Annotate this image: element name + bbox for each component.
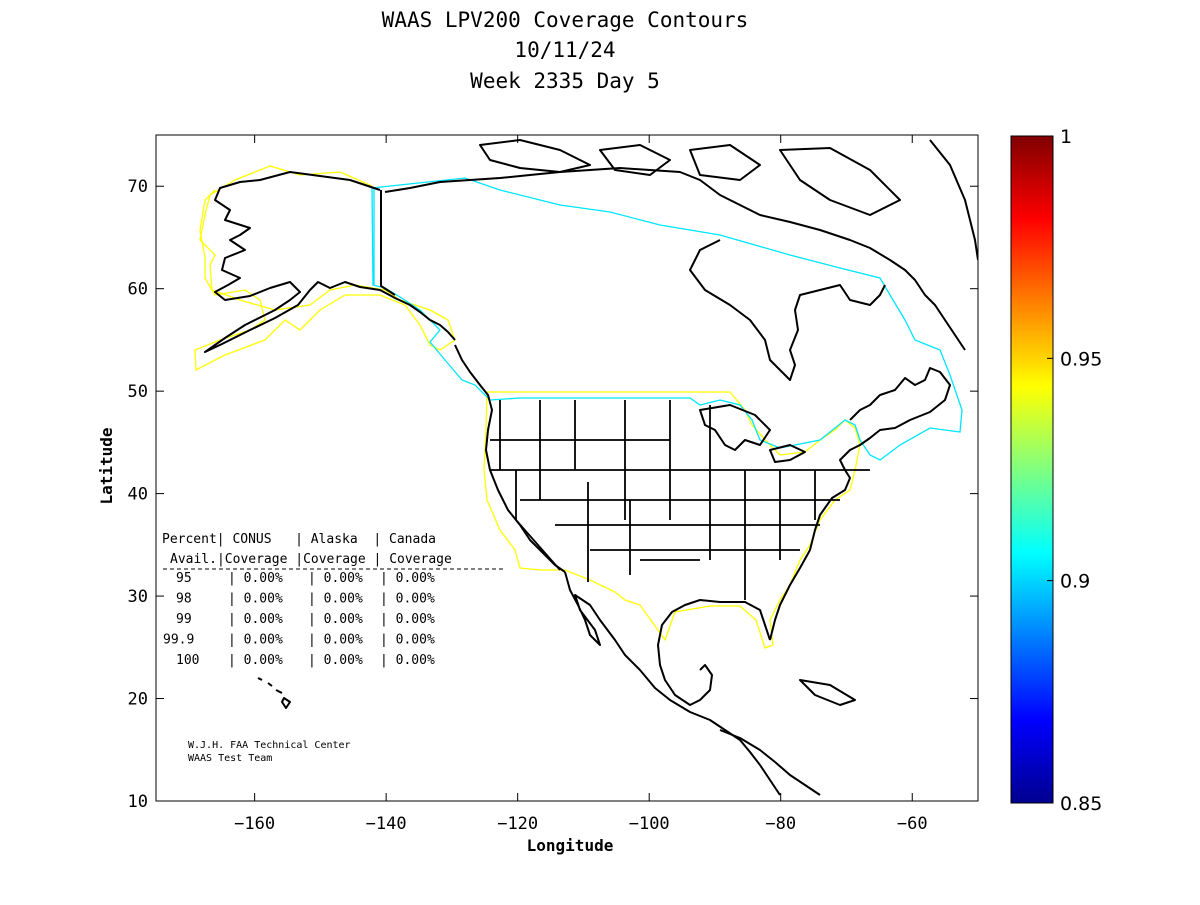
coast-central-america bbox=[719, 679, 856, 796]
credit-line-2: WAAS Test Team bbox=[188, 753, 272, 764]
hdr-avail: Avail. bbox=[170, 552, 217, 567]
yellow-contour-alaska bbox=[194, 165, 456, 372]
hdr-alaska: Alaska bbox=[311, 532, 358, 547]
table-cell: | 0.00% bbox=[380, 633, 435, 648]
us-state-lines bbox=[490, 400, 870, 600]
x-tick-label: −160 bbox=[234, 814, 275, 834]
table-header-row-1: Percent| CONUS | Alaska | Canada bbox=[162, 532, 436, 547]
table-cell: | 0.00% bbox=[380, 592, 435, 607]
map-plot: −160 −140 −120 −100 −80 −60 10 20 30 40 50 60 70 Lon… bbox=[97, 134, 979, 855]
hdr-percent: Percent bbox=[162, 532, 217, 547]
hdr-sep: | bbox=[366, 552, 389, 567]
coast-arctic bbox=[384, 167, 966, 351]
table-cell: | 0.00% bbox=[228, 571, 283, 586]
table-cell: | 0.00% bbox=[308, 592, 363, 607]
arctic-islands-2 bbox=[599, 144, 671, 176]
table-cell: | 0.00% bbox=[228, 612, 283, 627]
y-tick-label: 30 bbox=[128, 587, 148, 607]
table-cell: 98 bbox=[176, 592, 192, 607]
hdr-sep: | bbox=[217, 532, 233, 547]
hdr-coverage-canada: Coverage bbox=[389, 552, 452, 567]
coast-gulf bbox=[657, 599, 771, 706]
map-layers bbox=[194, 139, 978, 796]
hdr-canada: Canada bbox=[389, 532, 436, 547]
map-frame bbox=[155, 134, 979, 802]
x-tick-label: −100 bbox=[629, 814, 670, 834]
colorbar-tick-label: 0.95 bbox=[1060, 348, 1102, 370]
colorbar-tick-label: 0.85 bbox=[1060, 793, 1102, 815]
table-cell: | 0.00% bbox=[228, 592, 283, 607]
x-tick-label: −140 bbox=[366, 814, 407, 834]
alaska-canada-border bbox=[380, 190, 396, 296]
table-cell: 95 bbox=[176, 571, 192, 586]
x-axis-label: Longitude bbox=[527, 836, 614, 855]
hdr-sep: | bbox=[217, 552, 225, 567]
table-cell: | 0.00% bbox=[308, 653, 363, 668]
y-axis-label: Latitude bbox=[97, 427, 116, 504]
y-tick-label: 70 bbox=[128, 177, 148, 197]
hawaii bbox=[257, 677, 291, 709]
table-cell: 99 bbox=[176, 612, 192, 627]
arctic-islands-3 bbox=[689, 144, 761, 181]
colorbar-ticks: 1 0.95 0.9 0.85 bbox=[1047, 126, 1102, 815]
title-line-1: WAAS LPV200 Coverage Contours bbox=[382, 8, 749, 32]
x-tick-label: −60 bbox=[897, 814, 928, 834]
table-cell: | 0.00% bbox=[308, 571, 363, 586]
table-cell: | 0.00% bbox=[228, 633, 283, 648]
colorbar: 1 0.95 0.9 0.85 bbox=[1010, 126, 1102, 815]
credit-line-1: W.J.H. FAA Technical Center bbox=[188, 740, 351, 751]
hdr-coverage-alaska: Coverage bbox=[303, 552, 366, 567]
great-lakes bbox=[699, 404, 806, 463]
y-tick-label: 10 bbox=[128, 792, 148, 812]
table-cell: | 0.00% bbox=[228, 653, 283, 668]
axis-ticks: −160 −140 −120 −100 −80 −60 10 20 30 40 50 60 70 bbox=[128, 135, 978, 834]
x-tick-label: −120 bbox=[497, 814, 538, 834]
colorbar-gradient bbox=[1010, 135, 1054, 804]
title-line-2: 10/11/24 bbox=[514, 38, 615, 62]
table-cell: | 0.00% bbox=[380, 612, 435, 627]
hdr-sep: | bbox=[287, 552, 303, 567]
coverage-table: Percent| CONUS | Alaska | Canada Avail.|… bbox=[162, 532, 503, 668]
table-cell: | 0.00% bbox=[308, 633, 363, 648]
colorbar-tick-label: 0.9 bbox=[1060, 571, 1090, 593]
table-cell: 100 bbox=[176, 653, 199, 668]
table-header-row-2: Avail.|Coverage |Coverage | Coverage bbox=[170, 552, 452, 567]
coast-atlantic bbox=[769, 367, 951, 641]
table-cell: | 0.00% bbox=[380, 653, 435, 668]
coast-hudson-bay bbox=[689, 239, 886, 381]
y-tick-label: 20 bbox=[128, 690, 148, 710]
hdr-sep: | bbox=[272, 532, 311, 547]
y-tick-label: 60 bbox=[128, 280, 148, 300]
coast-alaska bbox=[204, 171, 456, 353]
arctic-islands-1 bbox=[479, 139, 591, 173]
table-cell: | 0.00% bbox=[380, 571, 435, 586]
arctic-islands-4 bbox=[779, 147, 901, 216]
cyan-contour-canada bbox=[371, 177, 963, 461]
hdr-sep: | bbox=[358, 532, 389, 547]
coast-pacific-northwest bbox=[454, 344, 566, 573]
y-tick-label: 40 bbox=[128, 485, 148, 505]
x-tick-label: −80 bbox=[765, 814, 796, 834]
hdr-coverage-conus: Coverage bbox=[225, 552, 288, 567]
coast-baja-mexico-west bbox=[564, 571, 781, 796]
table-cell: | 0.00% bbox=[308, 612, 363, 627]
hdr-conus: CONUS bbox=[232, 532, 271, 547]
y-tick-label: 50 bbox=[128, 382, 148, 402]
table-cell: 99.9 bbox=[163, 633, 194, 648]
coastlines bbox=[204, 139, 978, 796]
title-line-3: Week 2335 Day 5 bbox=[470, 69, 660, 93]
table-rows: 95 | 0.00% | 0.00% | 0.00% 98 | 0.00% | 0.00% |… bbox=[163, 571, 435, 668]
greenland-edge bbox=[929, 139, 978, 261]
colorbar-tick-label: 1 bbox=[1060, 126, 1072, 148]
